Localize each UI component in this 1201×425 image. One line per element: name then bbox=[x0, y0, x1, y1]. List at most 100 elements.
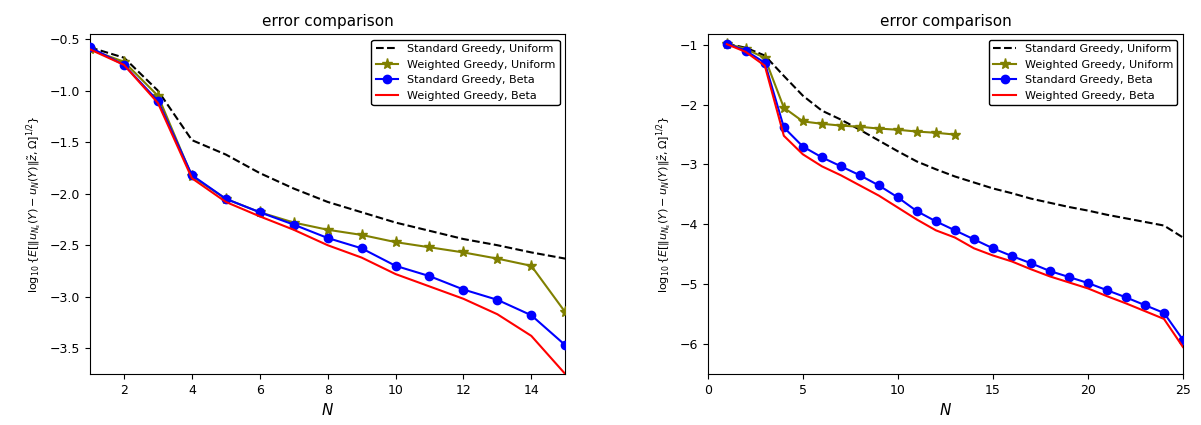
Standard Greedy, Beta bbox=[354, 246, 369, 251]
Standard Greedy, Beta bbox=[116, 62, 131, 68]
Standard Greedy, Beta bbox=[558, 343, 573, 348]
Weighted Greedy, Beta bbox=[909, 217, 924, 222]
Standard Greedy, Uniform bbox=[321, 199, 335, 204]
Standard Greedy, Uniform bbox=[967, 180, 981, 185]
Standard Greedy, Beta bbox=[891, 195, 906, 200]
Standard Greedy, Beta bbox=[490, 297, 504, 302]
Weighted Greedy, Uniform bbox=[795, 119, 809, 124]
Standard Greedy, Uniform bbox=[423, 228, 437, 233]
Standard Greedy, Beta bbox=[456, 287, 471, 292]
Weighted Greedy, Beta bbox=[1042, 274, 1057, 279]
Standard Greedy, Uniform bbox=[1137, 219, 1152, 224]
Weighted Greedy, Beta bbox=[948, 235, 962, 240]
Standard Greedy, Uniform bbox=[795, 93, 809, 98]
Weighted Greedy, Beta bbox=[967, 246, 981, 251]
Weighted Greedy, Beta bbox=[986, 253, 1000, 258]
Standard Greedy, Uniform bbox=[1023, 196, 1038, 201]
Standard Greedy, Uniform bbox=[986, 186, 1000, 191]
Weighted Greedy, Beta bbox=[891, 205, 906, 210]
Standard Greedy, Uniform bbox=[891, 149, 906, 154]
Standard Greedy, Beta bbox=[83, 45, 97, 50]
Standard Greedy, Beta bbox=[986, 246, 1000, 251]
Line: Weighted Greedy, Beta: Weighted Greedy, Beta bbox=[727, 44, 1183, 347]
Standard Greedy, Beta bbox=[1005, 254, 1020, 259]
Standard Greedy, Uniform bbox=[777, 74, 791, 79]
Standard Greedy, Uniform bbox=[872, 138, 886, 143]
Weighted Greedy, Uniform bbox=[891, 127, 906, 132]
Weighted Greedy, Uniform bbox=[185, 174, 199, 179]
Weighted Greedy, Beta bbox=[1081, 286, 1095, 291]
Line: Standard Greedy, Uniform: Standard Greedy, Uniform bbox=[727, 44, 1183, 238]
Standard Greedy, Uniform bbox=[1176, 235, 1190, 240]
Weighted Greedy, Beta bbox=[423, 284, 437, 289]
Standard Greedy, Uniform bbox=[1005, 191, 1020, 196]
Standard Greedy, Uniform bbox=[1081, 208, 1095, 213]
Weighted Greedy, Uniform bbox=[909, 129, 924, 134]
Weighted Greedy, Uniform bbox=[321, 227, 335, 232]
Title: error comparison: error comparison bbox=[879, 14, 1011, 28]
Standard Greedy, Uniform bbox=[928, 167, 943, 172]
Weighted Greedy, Beta bbox=[219, 199, 233, 204]
Weighted Greedy, Uniform bbox=[287, 220, 301, 225]
Standard Greedy, Uniform bbox=[948, 174, 962, 179]
Weighted Greedy, Uniform bbox=[872, 126, 886, 131]
Weighted Greedy, Beta bbox=[321, 243, 335, 248]
Standard Greedy, Beta bbox=[151, 99, 166, 104]
Weighted Greedy, Beta bbox=[388, 272, 402, 277]
Standard Greedy, Uniform bbox=[758, 53, 772, 58]
Weighted Greedy, Beta bbox=[928, 228, 943, 233]
Standard Greedy, Beta bbox=[719, 41, 734, 46]
Standard Greedy, Uniform bbox=[287, 186, 301, 191]
Standard Greedy, Beta bbox=[1137, 303, 1152, 308]
Weighted Greedy, Beta bbox=[1005, 259, 1020, 264]
Standard Greedy, Beta bbox=[185, 173, 199, 178]
Standard Greedy, Uniform bbox=[833, 117, 848, 122]
Weighted Greedy, Beta bbox=[758, 63, 772, 68]
Standard Greedy, Uniform bbox=[1042, 200, 1057, 205]
Standard Greedy, Beta bbox=[967, 237, 981, 242]
Standard Greedy, Beta bbox=[219, 196, 233, 201]
Weighted Greedy, Uniform bbox=[814, 121, 829, 126]
Weighted Greedy, Uniform bbox=[928, 130, 943, 135]
Weighted Greedy, Beta bbox=[814, 164, 829, 169]
Standard Greedy, Beta bbox=[833, 164, 848, 169]
Weighted Greedy, Uniform bbox=[83, 47, 97, 52]
Standard Greedy, Beta bbox=[388, 263, 402, 268]
Standard Greedy, Uniform bbox=[388, 220, 402, 225]
Standard Greedy, Uniform bbox=[354, 210, 369, 215]
Weighted Greedy, Beta bbox=[1137, 309, 1152, 314]
Weighted Greedy, Beta bbox=[116, 62, 131, 68]
Standard Greedy, Beta bbox=[1157, 310, 1171, 315]
Weighted Greedy, Uniform bbox=[524, 263, 538, 268]
Legend: Standard Greedy, Uniform, Weighted Greedy, Uniform, Standard Greedy, Beta, Weigh: Standard Greedy, Uniform, Weighted Greed… bbox=[990, 40, 1177, 105]
Weighted Greedy, Beta bbox=[456, 296, 471, 301]
Line: Standard Greedy, Beta: Standard Greedy, Beta bbox=[723, 40, 1187, 344]
Line: Weighted Greedy, Beta: Weighted Greedy, Beta bbox=[90, 49, 566, 374]
Weighted Greedy, Uniform bbox=[354, 232, 369, 238]
Weighted Greedy, Beta bbox=[185, 176, 199, 181]
Standard Greedy, Beta bbox=[928, 219, 943, 224]
Standard Greedy, Beta bbox=[1100, 288, 1115, 293]
Standard Greedy, Uniform bbox=[151, 88, 166, 93]
Standard Greedy, Beta bbox=[814, 155, 829, 160]
Standard Greedy, Beta bbox=[872, 183, 886, 188]
Line: Weighted Greedy, Uniform: Weighted Greedy, Uniform bbox=[84, 44, 570, 318]
Weighted Greedy, Uniform bbox=[758, 55, 772, 60]
Line: Standard Greedy, Uniform: Standard Greedy, Uniform bbox=[90, 48, 566, 258]
Standard Greedy, Uniform bbox=[814, 108, 829, 113]
Standard Greedy, Uniform bbox=[252, 170, 267, 176]
Weighted Greedy, Beta bbox=[83, 47, 97, 52]
Weighted Greedy, Uniform bbox=[423, 245, 437, 250]
Standard Greedy, Beta bbox=[948, 228, 962, 233]
Weighted Greedy, Beta bbox=[252, 214, 267, 219]
Standard Greedy, Uniform bbox=[739, 45, 753, 50]
Weighted Greedy, Beta bbox=[1157, 316, 1171, 321]
Weighted Greedy, Beta bbox=[777, 133, 791, 138]
Standard Greedy, Beta bbox=[777, 125, 791, 130]
Standard Greedy, Uniform bbox=[558, 256, 573, 261]
Title: error comparison: error comparison bbox=[262, 14, 394, 28]
Weighted Greedy, Beta bbox=[853, 183, 867, 188]
Legend: Standard Greedy, Uniform, Weighted Greedy, Uniform, Standard Greedy, Beta, Weigh: Standard Greedy, Uniform, Weighted Greed… bbox=[371, 40, 560, 105]
Standard Greedy, Uniform bbox=[456, 236, 471, 241]
Weighted Greedy, Beta bbox=[354, 255, 369, 260]
